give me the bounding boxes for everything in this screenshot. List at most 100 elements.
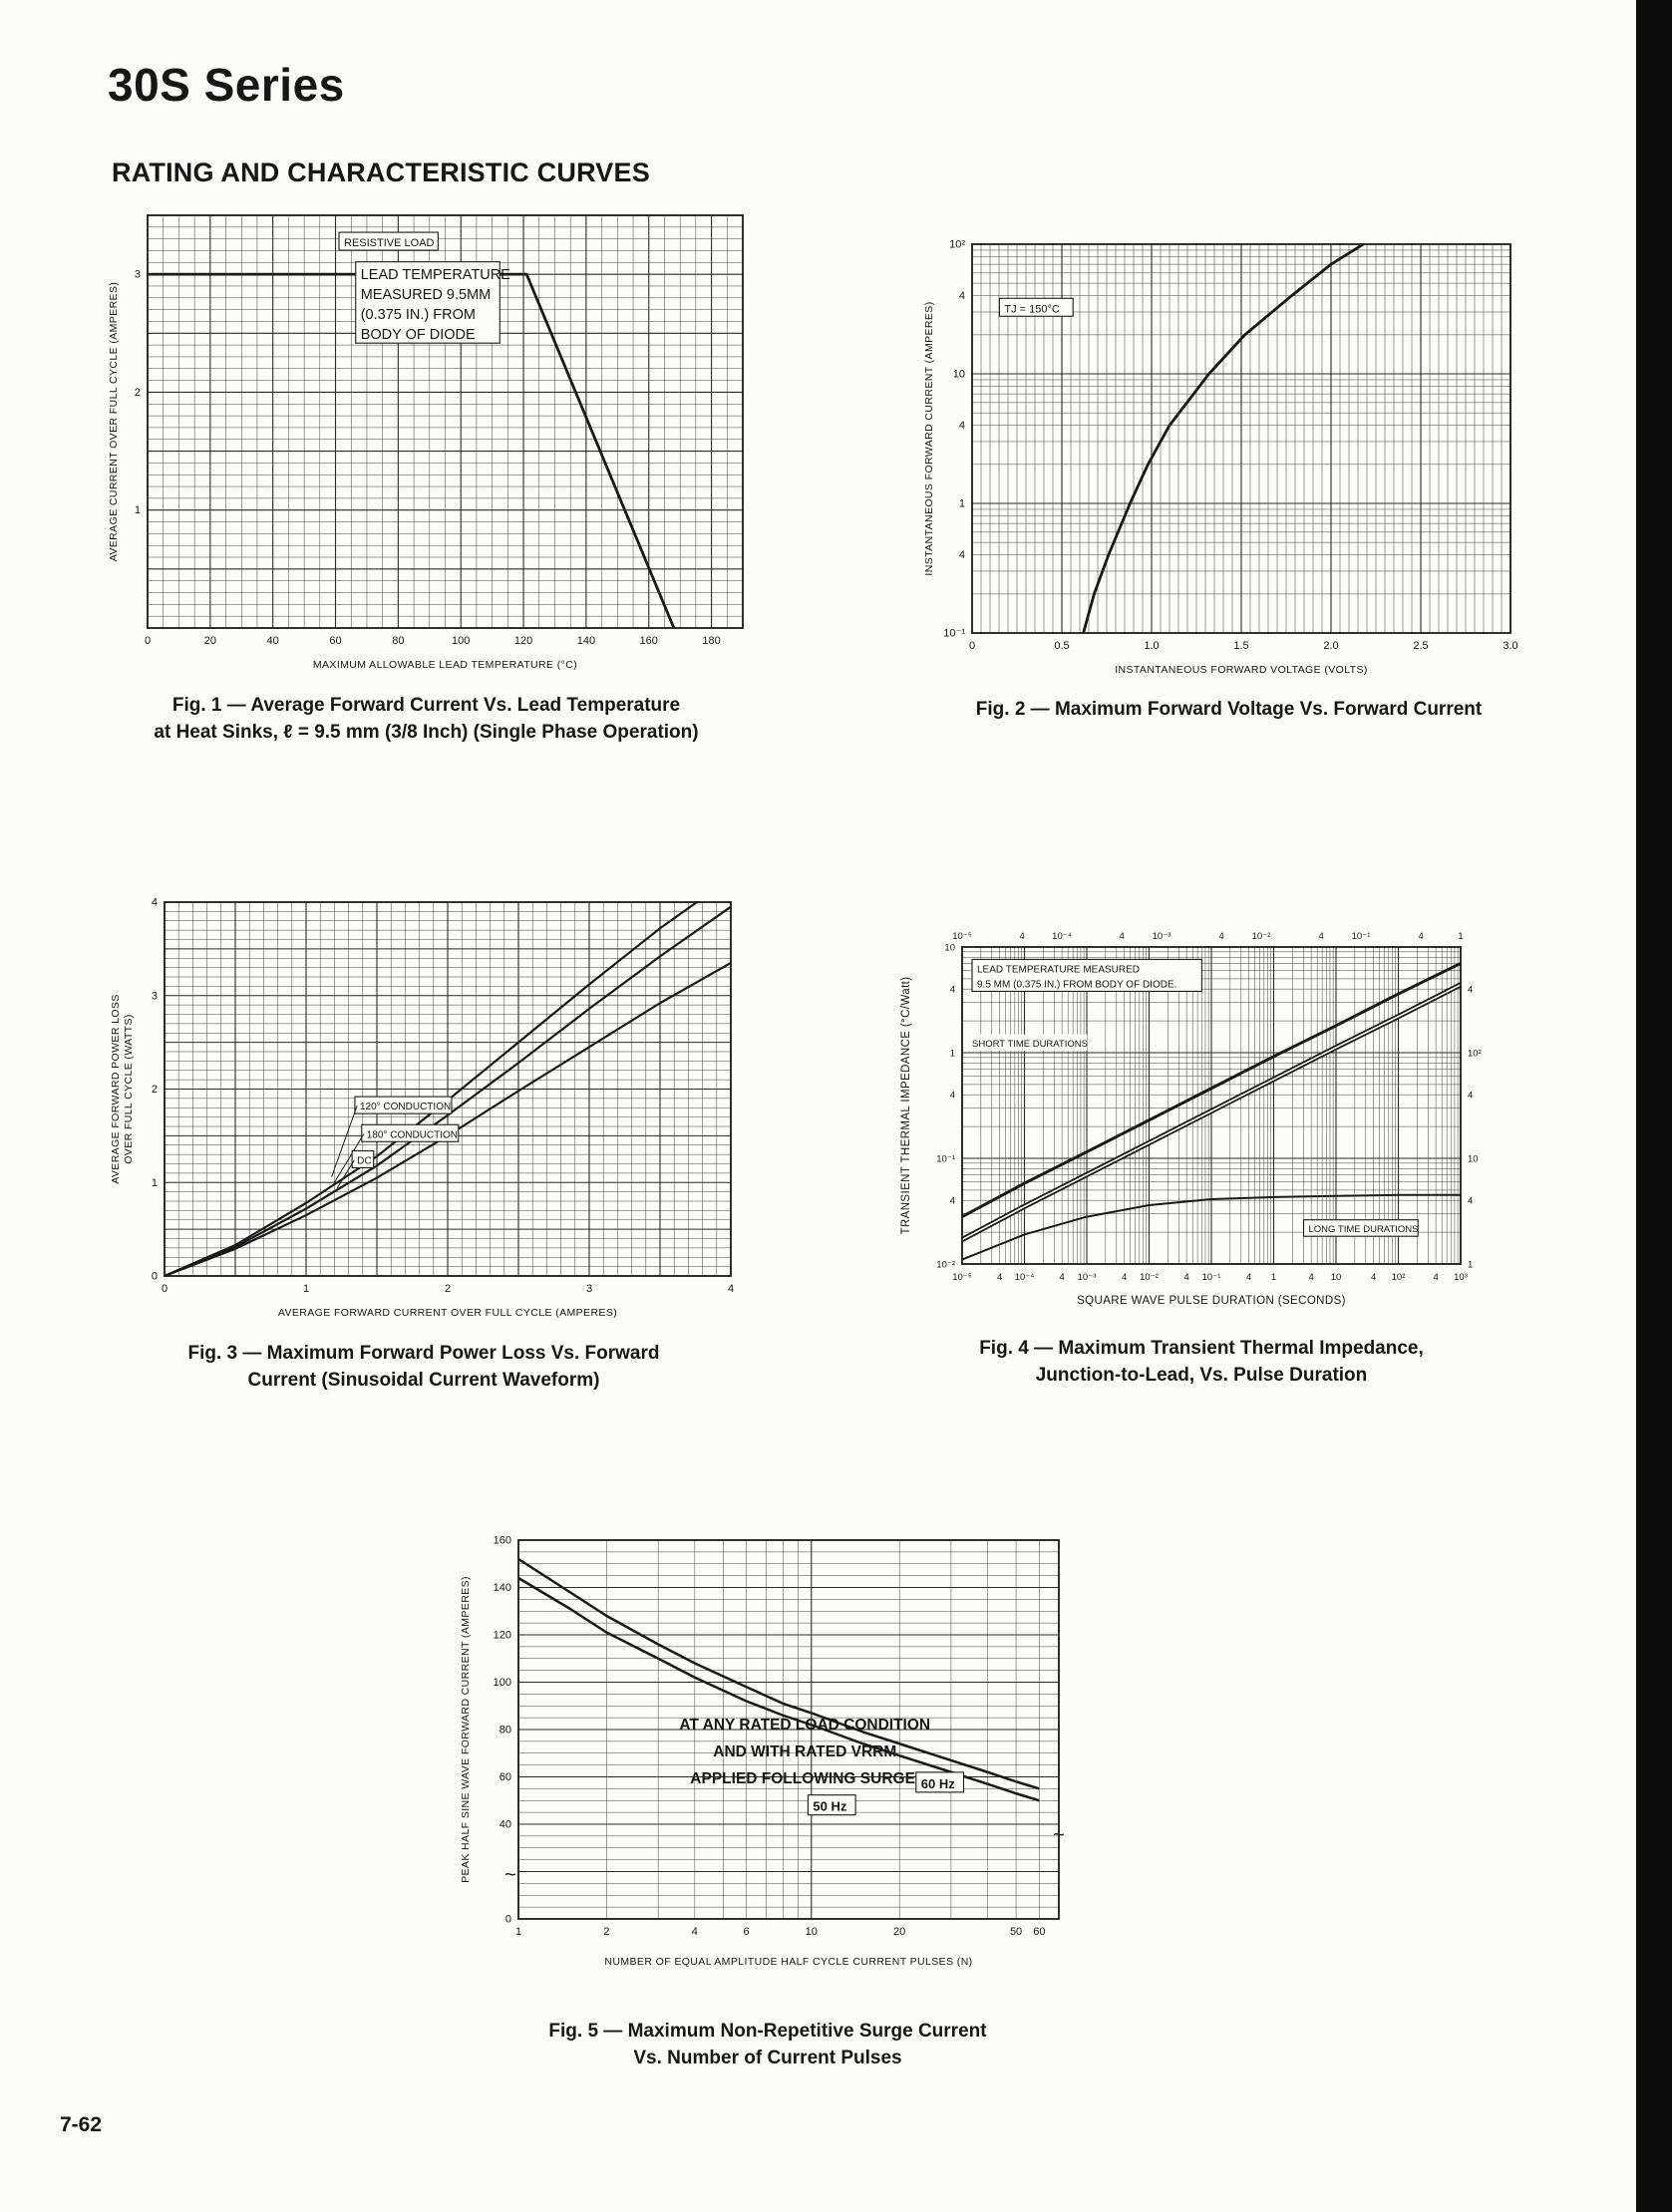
svg-text:4: 4 <box>1219 931 1224 942</box>
fig3-caption-line1: Fig. 3 — Maximum Forward Power Loss Vs. … <box>187 1343 660 1364</box>
svg-text:10⁻²: 10⁻² <box>936 1260 955 1271</box>
svg-text:~: ~ <box>1053 1824 1065 1846</box>
svg-text:4: 4 <box>1468 985 1473 996</box>
fig1-plot: 0 20 40 60 80 100 120 140 160 180 1 2 3 MAXIMUM ALLOW… <box>108 214 744 671</box>
svg-text:1: 1 <box>515 1926 521 1938</box>
svg-text:PEAK HALF SINE WAVE FORWARD CU: PEAK HALF SINE WAVE FORWARD CURRENT (AMP… <box>460 1576 472 1883</box>
fig4-plot: 10⁻⁵ 4 10⁻⁴ 4 10⁻³ 4 10⁻² 4 10⁻¹ 4 1 4 10 4 10² 4 10³ 10⁻… <box>900 931 1482 1307</box>
svg-text:(0.375 IN.) FROM: (0.375 IN.) FROM <box>361 307 476 323</box>
svg-text:4: 4 <box>959 290 965 302</box>
svg-text:140: 140 <box>577 635 595 647</box>
svg-text:0: 0 <box>145 635 151 647</box>
svg-text:1: 1 <box>1468 1260 1473 1271</box>
svg-text:BODY OF DIODE: BODY OF DIODE <box>361 327 476 343</box>
svg-text:TJ = 150°C: TJ = 150°C <box>1004 303 1060 315</box>
fig4-caption-line1: Fig. 4 — Maximum Transient Thermal Imped… <box>979 1338 1424 1359</box>
fig2-caption-line1: Fig. 2 — Maximum Forward Voltage Vs. For… <box>975 699 1483 720</box>
svg-text:1: 1 <box>135 504 141 516</box>
svg-text:20: 20 <box>893 1926 905 1938</box>
svg-text:4: 4 <box>997 1272 1002 1283</box>
svg-text:4: 4 <box>692 1926 698 1938</box>
svg-text:SHORT TIME DURATIONS: SHORT TIME DURATIONS <box>972 1039 1088 1050</box>
svg-text:10⁻²: 10⁻² <box>1140 1272 1159 1283</box>
svg-text:1: 1 <box>1458 931 1463 942</box>
svg-text:10⁻⁴: 10⁻⁴ <box>1015 1272 1035 1283</box>
fig5-caption: Fig. 5 — Maximum Non-Repetitive Surge Cu… <box>429 2018 1107 2071</box>
scan-edge-bar <box>1636 0 1672 2212</box>
svg-text:6: 6 <box>744 1926 750 1938</box>
svg-text:4: 4 <box>1020 931 1025 942</box>
svg-text:10: 10 <box>1331 1272 1342 1283</box>
svg-text:10²: 10² <box>949 239 965 251</box>
svg-text:10⁻⁵: 10⁻⁵ <box>952 1272 972 1283</box>
svg-text:10: 10 <box>953 369 965 381</box>
page-number: 7-62 <box>60 2113 103 2136</box>
svg-text:10⁻³: 10⁻³ <box>1078 1272 1097 1283</box>
svg-text:10⁻⁴: 10⁻⁴ <box>1052 931 1072 942</box>
svg-text:LONG TIME DURATIONS: LONG TIME DURATIONS <box>1309 1224 1419 1235</box>
svg-text:4: 4 <box>1419 931 1424 942</box>
svg-text:TRANSIENT THERMAL IMPEDANCE (°: TRANSIENT THERMAL IMPEDANCE (°C/Watt) <box>900 976 912 1234</box>
svg-text:1: 1 <box>959 498 965 510</box>
figure-2: 0 0.5 1.0 1.5 2.0 2.5 3.0 10⁻¹ 4 1 4 10 4 10² INSTANTA… <box>902 204 1555 723</box>
svg-text:MEASURED 9.5MM: MEASURED 9.5MM <box>361 287 492 303</box>
svg-text:APPLIED FOLLOWING SURGE.: APPLIED FOLLOWING SURGE. <box>690 1770 919 1787</box>
svg-text:4: 4 <box>950 985 955 996</box>
fig5-caption-line1: Fig. 5 — Maximum Non-Repetitive Surge Cu… <box>548 2021 987 2042</box>
svg-text:120: 120 <box>514 635 532 647</box>
svg-text:4: 4 <box>1120 931 1125 942</box>
svg-text:4: 4 <box>1371 1272 1376 1283</box>
svg-text:AVERAGE FORWARD POWER LOSS: AVERAGE FORWARD POWER LOSS <box>110 994 122 1183</box>
svg-text:10⁻¹: 10⁻¹ <box>1202 1272 1221 1283</box>
svg-text:4: 4 <box>959 420 965 432</box>
svg-text:10⁻²: 10⁻² <box>1252 931 1271 942</box>
svg-text:4: 4 <box>959 549 965 561</box>
svg-text:4: 4 <box>950 1091 955 1102</box>
svg-text:4: 4 <box>1183 1272 1188 1283</box>
svg-text:2: 2 <box>152 1084 158 1096</box>
svg-text:3: 3 <box>135 269 141 281</box>
svg-text:0.5: 0.5 <box>1054 640 1069 652</box>
svg-text:60: 60 <box>500 1771 511 1783</box>
svg-text:MAXIMUM ALLOWABLE LEAD TEMPERA: MAXIMUM ALLOWABLE LEAD TEMPERATURE (°C) <box>313 659 577 671</box>
fig2-plot: 0 0.5 1.0 1.5 2.0 2.5 3.0 10⁻¹ 4 1 4 10 4 10² INSTANTA… <box>923 239 1518 677</box>
svg-text:10: 10 <box>1468 1154 1479 1165</box>
svg-text:4: 4 <box>152 897 158 909</box>
svg-text:10³: 10³ <box>1454 1272 1468 1283</box>
svg-text:4: 4 <box>1059 1272 1064 1283</box>
svg-text:1: 1 <box>1271 1272 1276 1283</box>
svg-text:20: 20 <box>204 635 216 647</box>
svg-text:80: 80 <box>392 635 404 647</box>
svg-text:100: 100 <box>452 635 470 647</box>
svg-text:1: 1 <box>303 1283 309 1295</box>
svg-text:AVERAGE CURRENT OVER FULL CYCL: AVERAGE CURRENT OVER FULL CYCLE (AMPERES… <box>108 282 120 562</box>
fig5-caption-line2: Vs. Number of Current Pulses <box>633 2048 902 2068</box>
svg-text:9.5 MM (0.375 IN.) FROM BODY O: 9.5 MM (0.375 IN.) FROM BODY OF DIODE. <box>977 979 1176 990</box>
fig4-caption-line2: Junction-to-Lead, Vs. Pulse Duration <box>1035 1365 1368 1386</box>
fig1-caption-line1: Fig. 1 — Average Forward Current Vs. Lea… <box>171 695 681 716</box>
svg-text:2.5: 2.5 <box>1413 640 1428 652</box>
figure-4: 10⁻⁵ 4 10⁻⁴ 4 10⁻³ 4 10⁻² 4 10⁻¹ 4 1 4 10 4 10² 4 10³ 10⁻… <box>882 897 1520 1389</box>
fig3-plot: 0 1 2 3 4 0 1 2 3 4 AVERAGE FORWARD CURRENT OVER F… <box>110 897 734 1320</box>
fig5-plot: 1 2 4 6 10 20 50 60 0 40 60 80 100 120 140 160 NUMBER OF… <box>460 1535 1065 1969</box>
fig1-caption: Fig. 1 — Average Forward Current Vs. Lea… <box>95 692 758 746</box>
svg-text:120° CONDUCTION: 120° CONDUCTION <box>360 1102 451 1112</box>
svg-text:100: 100 <box>494 1677 511 1689</box>
svg-text:2: 2 <box>135 387 141 399</box>
svg-text:SQUARE WAVE PULSE DURATION (SE: SQUARE WAVE PULSE DURATION (SECONDS) <box>1077 1295 1346 1307</box>
figure-5: 1 2 4 6 10 20 50 60 0 40 60 80 100 120 140 160 NUMBER OF… <box>429 1505 1107 2071</box>
svg-text:80: 80 <box>500 1725 511 1737</box>
svg-text:10²: 10² <box>1468 1049 1482 1060</box>
svg-text:4: 4 <box>728 1283 734 1295</box>
svg-text:10²: 10² <box>1392 1272 1406 1283</box>
svg-text:160: 160 <box>640 635 658 647</box>
svg-text:NUMBER OF EQUAL AMPLITUDE HALF: NUMBER OF EQUAL AMPLITUDE HALF CYCLE CUR… <box>604 1956 972 1968</box>
svg-text:4: 4 <box>950 1196 955 1207</box>
svg-text:10⁻¹: 10⁻¹ <box>943 628 965 640</box>
svg-text:120: 120 <box>494 1630 511 1642</box>
fig4-caption: Fig. 4 — Maximum Transient Thermal Imped… <box>882 1335 1520 1389</box>
figure-1: 0 20 40 60 80 100 120 140 160 180 1 2 3 MAXIMUM ALLOW… <box>95 201 758 746</box>
svg-text:40: 40 <box>500 1819 511 1831</box>
svg-text:10: 10 <box>806 1926 818 1938</box>
